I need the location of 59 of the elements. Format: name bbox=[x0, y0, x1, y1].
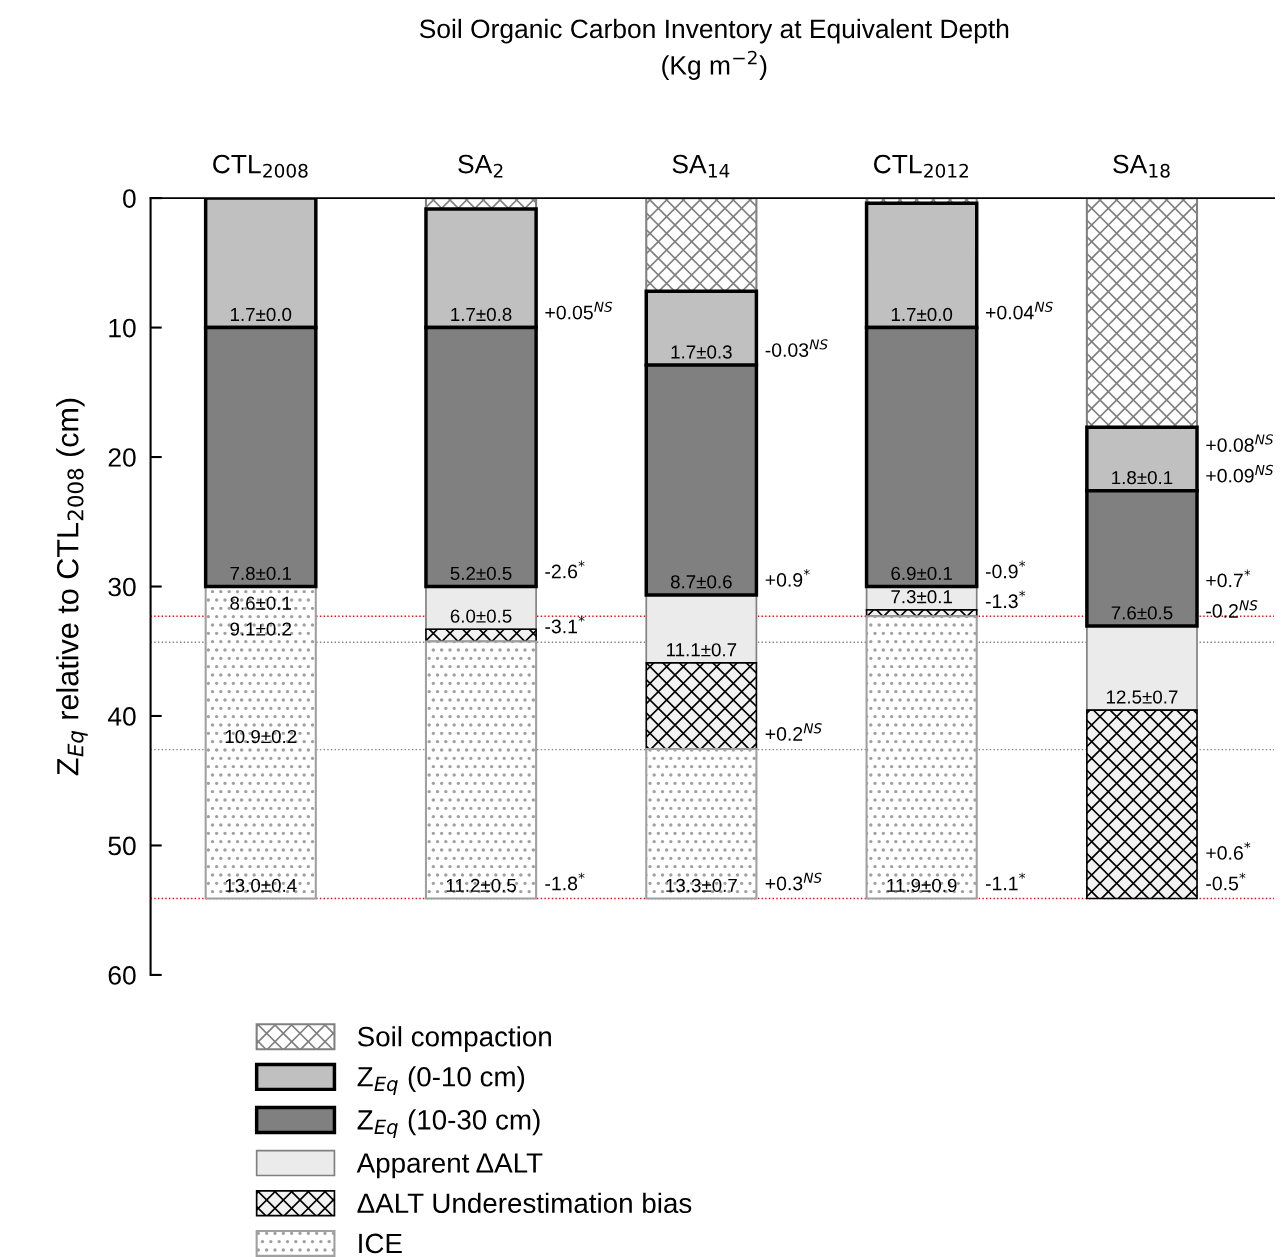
chart-title: Soil Organic Carbon Inventory at Equivalent Depth (Kg m$^{−2}$) bbox=[419, 18, 1009, 80]
annotation: 5.2±0.5 bbox=[450, 566, 512, 581]
annotation: -1.1$^{*}$ bbox=[985, 872, 1026, 891]
annotation: -3.1$^{*}$ bbox=[545, 615, 585, 634]
annotation: 13.3±0.7 bbox=[666, 878, 737, 893]
y-tick-label: 0 bbox=[123, 189, 136, 208]
annotation: 1.7±0.0 bbox=[891, 307, 953, 322]
annotation: 1.7±0.0 bbox=[230, 307, 292, 322]
annotation: -2.6$^{*}$ bbox=[545, 560, 585, 579]
annotation: 7.6±0.5 bbox=[1111, 606, 1173, 620]
x-tick-label: SA$_{18}$ bbox=[1113, 154, 1170, 178]
x-tick-label: CTL$_{2012}$ bbox=[874, 154, 968, 178]
y-axis-title: Z$_{Eq}$ relative to CTL$_{2008}$ (cm) bbox=[56, 398, 88, 776]
y-tick-label: 40 bbox=[107, 707, 136, 726]
annotation: 1.7±0.3 bbox=[671, 345, 732, 359]
y-tick-label: 10 bbox=[109, 318, 136, 338]
annotation: 11.1±0.7 bbox=[667, 643, 737, 657]
annotation: 8.6±0.1 bbox=[230, 596, 292, 610]
legend-label: Z$_{Eq}$ (10-30 cm) bbox=[357, 1109, 540, 1138]
annotation: +0.7$^{*}$ bbox=[1206, 569, 1251, 588]
annotation: -0.2$^{NS}$ bbox=[1206, 600, 1258, 618]
y-tick-label: 50 bbox=[108, 836, 136, 856]
legend-label: Soil compaction bbox=[357, 1026, 551, 1053]
annotation: +0.3$^{NS}$ bbox=[765, 872, 822, 891]
x-tick-label: SA$_{14}$ bbox=[672, 154, 730, 178]
legend-label: ICE bbox=[359, 1233, 402, 1254]
annotation: 11.2±0.5 bbox=[446, 878, 516, 893]
annotation: 7.3±0.1 bbox=[891, 590, 952, 604]
annotation: 1.8±0.1 bbox=[1112, 470, 1173, 485]
legend-label: Z$_{Eq}$ (0-10 cm) bbox=[357, 1066, 525, 1095]
annotation: 7.8±0.1 bbox=[230, 566, 292, 581]
annotation: 12.5±0.7 bbox=[1106, 690, 1178, 704]
annotation: 9.1±0.2 bbox=[230, 622, 291, 636]
annotation: +0.08$^{NS}$ bbox=[1206, 434, 1274, 452]
annotation: 8.7±0.6 bbox=[670, 575, 732, 589]
annotation: -1.3$^{*}$ bbox=[985, 590, 1026, 609]
annotation: +0.05$^{NS}$ bbox=[545, 301, 613, 320]
annotation: -1.8$^{*}$ bbox=[545, 872, 585, 891]
annotation: +0.04$^{NS}$ bbox=[986, 301, 1053, 320]
y-tick-label: 20 bbox=[108, 448, 136, 467]
annotation: +0.9$^{*}$ bbox=[765, 569, 810, 587]
annotation: +0.2$^{NS}$ bbox=[765, 723, 822, 741]
annotation: 1.7±0.8 bbox=[451, 307, 512, 322]
x-tick-label: SA$_{2}$ bbox=[458, 154, 503, 178]
annotation: 13.0±0.4 bbox=[225, 878, 297, 893]
annotation: 6.0±0.5 bbox=[450, 609, 512, 623]
annotation: +0.6$^{*}$ bbox=[1206, 842, 1251, 860]
annotation: -0.5$^{*}$ bbox=[1206, 872, 1246, 891]
x-tick-label: CTL$_{2008}$ bbox=[213, 154, 308, 178]
annotation: -0.03$^{NS}$ bbox=[765, 339, 828, 357]
y-tick-label: 30 bbox=[108, 577, 136, 597]
annotation: 6.9±0.1 bbox=[891, 566, 952, 581]
annotation: 11.9±0.9 bbox=[887, 878, 957, 893]
annotation: +0.09$^{NS}$ bbox=[1206, 464, 1274, 483]
legend-label: Apparent ΔALT bbox=[356, 1153, 543, 1179]
legend-label: ΔALT Underestimation bias bbox=[357, 1192, 692, 1214]
annotation: 10.9±0.2 bbox=[225, 729, 297, 744]
y-tick-label: 60 bbox=[108, 966, 136, 985]
annotation: -0.9$^{*}$ bbox=[985, 560, 1026, 579]
